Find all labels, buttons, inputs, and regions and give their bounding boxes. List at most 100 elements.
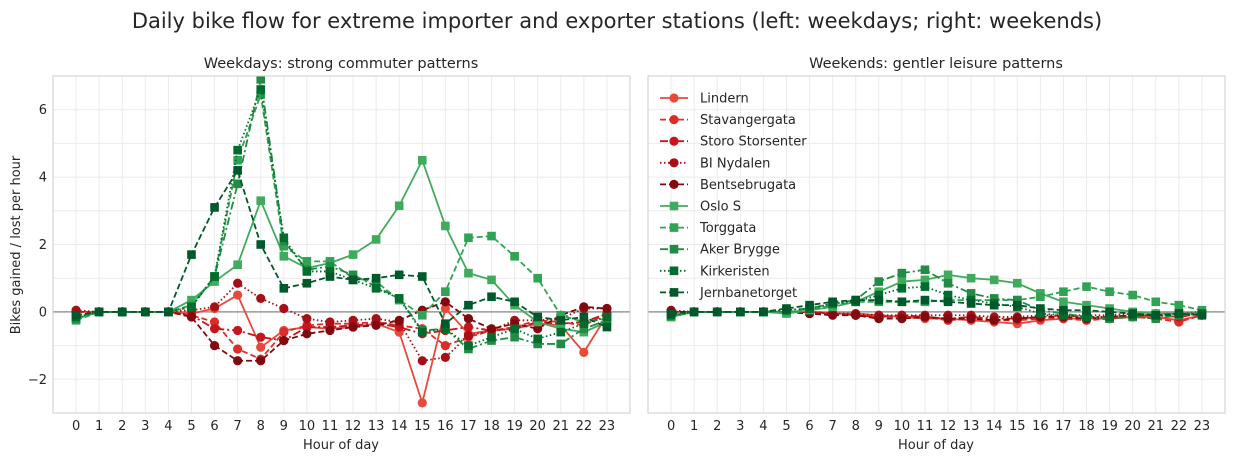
data-point — [279, 251, 289, 261]
data-point — [533, 339, 542, 349]
data-point — [1012, 300, 1022, 310]
data-point — [897, 277, 907, 286]
data-point — [920, 295, 930, 305]
plot-frame-weekdays — [52, 75, 631, 414]
legend-label: Stavangergata — [700, 113, 796, 128]
x-tick-label: 17 — [1055, 419, 1072, 434]
data-point — [1128, 309, 1137, 318]
data-point — [533, 334, 542, 344]
x-tick-label: 3 — [141, 419, 149, 434]
data-point — [943, 278, 953, 288]
data-point — [1012, 295, 1022, 305]
x-tick-label: 12 — [345, 419, 362, 434]
legend-label: BI Nydalen — [700, 156, 770, 171]
data-point — [394, 201, 404, 211]
x-tick-label: 7 — [828, 419, 836, 434]
data-point — [187, 302, 196, 312]
y-tick-label: 2 — [39, 238, 47, 253]
data-point — [464, 268, 473, 278]
data-point — [1174, 300, 1184, 310]
data-point — [233, 356, 243, 366]
data-point — [256, 342, 266, 352]
data-point — [302, 267, 312, 276]
data-point — [441, 221, 450, 231]
x-tick-label: 3 — [736, 419, 744, 434]
x-tick-label: 20 — [1124, 419, 1141, 434]
legend-label: Bentsebrugata — [700, 178, 796, 193]
data-point — [943, 270, 953, 280]
data-point — [71, 310, 81, 320]
series-jernbanetorget — [666, 295, 1207, 320]
x-tick-label: 8 — [852, 419, 860, 434]
y-tick-label: 6 — [39, 103, 47, 118]
data-point — [1128, 290, 1137, 300]
figure-title: Daily bike flow for extreme importer and… — [132, 9, 1102, 33]
x-tick-label: 18 — [1078, 419, 1095, 434]
data-point — [394, 294, 404, 303]
x-axis-label-weekdays: Hour of day — [303, 438, 379, 453]
legend-label: Oslo S — [700, 200, 741, 215]
legend-marker — [669, 93, 679, 103]
series-jernbanetorget — [71, 166, 612, 332]
data-point — [348, 275, 358, 285]
data-point — [302, 278, 312, 288]
data-point — [463, 330, 474, 341]
legend-marker — [669, 158, 679, 168]
data-point — [874, 314, 884, 324]
data-point — [186, 312, 197, 322]
data-point — [828, 310, 838, 320]
data-point — [556, 339, 566, 349]
panel-weekdays: 0 1 2 3 4 5 6 7 8 9 10 11 12 13 14 15 16 17 18 19 20 21 22 23 −… — [9, 56, 631, 453]
data-point — [510, 251, 519, 261]
x-tick-label: 22 — [1171, 419, 1188, 434]
data-point — [394, 315, 404, 325]
legend-marker — [669, 244, 679, 254]
data-point — [1082, 312, 1091, 322]
data-point — [920, 282, 930, 291]
y-axis-label-weekdays: Bikes gained / lost per hour — [9, 155, 24, 334]
x-tick-label: 14 — [391, 419, 408, 434]
y-tick-label: 4 — [39, 171, 47, 186]
data-point — [1105, 287, 1114, 296]
legend-item-kirkeristen: Kirkeristen — [660, 264, 770, 279]
data-point — [233, 290, 243, 300]
legend-label: Lindern — [700, 92, 749, 107]
data-point — [348, 250, 358, 259]
x-tick-label: 5 — [782, 419, 790, 434]
data-point — [233, 179, 242, 189]
data-point — [736, 307, 745, 317]
data-point — [828, 297, 837, 307]
data-point — [94, 307, 104, 317]
data-point — [989, 300, 999, 310]
data-point — [164, 307, 173, 317]
data-point — [417, 272, 427, 281]
x-tick-label: 21 — [552, 419, 569, 434]
data-point — [325, 317, 335, 327]
data-point — [874, 290, 884, 300]
data-point — [440, 341, 450, 351]
legend-marker — [669, 266, 679, 276]
series-group-weekends — [666, 265, 1207, 329]
data-point — [371, 235, 381, 244]
data-point — [1082, 282, 1091, 291]
x-tick-label: 1 — [95, 419, 103, 434]
data-point — [510, 324, 519, 334]
data-point — [325, 267, 335, 276]
data-point — [441, 324, 450, 334]
data-point — [325, 262, 335, 271]
data-point — [348, 315, 358, 325]
legend-label: Jernbanetorget — [699, 286, 797, 301]
data-point — [943, 297, 953, 307]
x-tick-label: 23 — [599, 419, 616, 434]
data-point — [579, 347, 589, 357]
data-point — [602, 303, 612, 314]
data-point — [556, 316, 566, 325]
x-tick-label: 4 — [759, 419, 767, 434]
data-point — [464, 300, 473, 310]
x-tick-label: 15 — [1009, 419, 1026, 434]
panel-title-weekdays: Weekdays: strong commuter patterns — [204, 56, 479, 72]
legend-item-torggata: Torggata — [660, 221, 756, 236]
legend-marker — [669, 288, 679, 297]
legend-item-bi-nydalen: BI Nydalen — [660, 156, 770, 171]
